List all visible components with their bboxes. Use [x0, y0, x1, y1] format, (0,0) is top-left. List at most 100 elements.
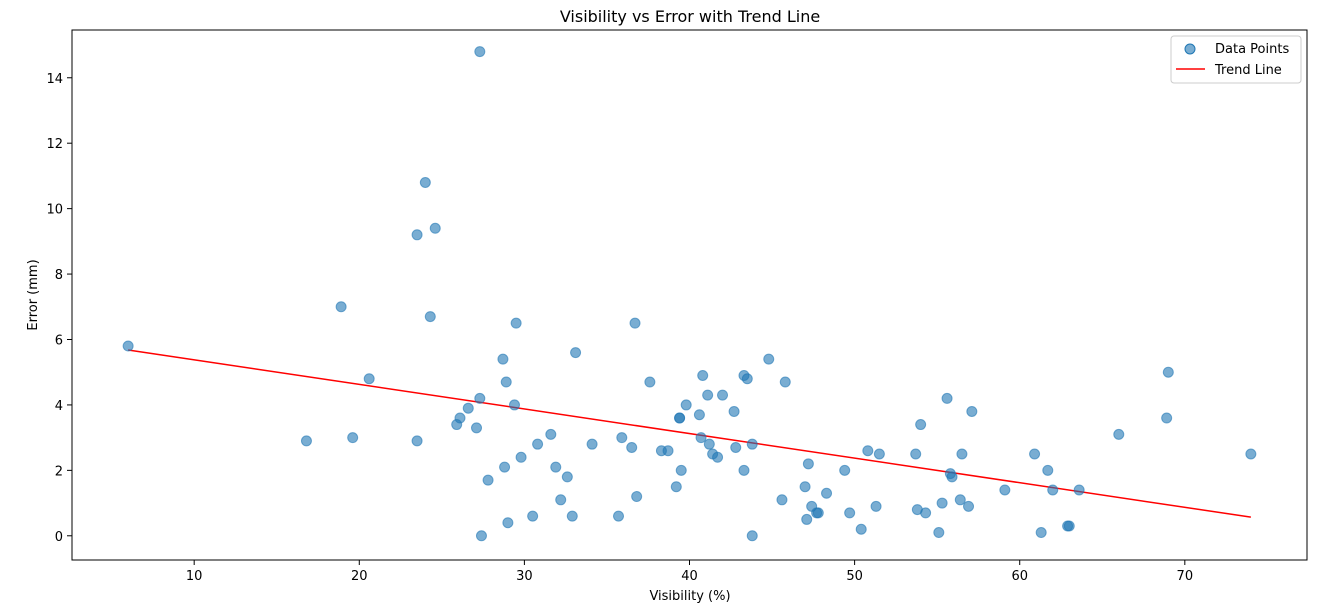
- data-point: [920, 507, 932, 519]
- y-tick-label: 14: [46, 72, 63, 87]
- data-point: [1042, 464, 1054, 476]
- data-point: [566, 510, 578, 522]
- data-point: [746, 530, 758, 542]
- legend: Data Points Trend Line: [1170, 35, 1302, 84]
- x-axis: 10 20 30 40 50 60 70: [186, 560, 1193, 584]
- data-point: [122, 340, 134, 352]
- data-point: [855, 523, 867, 535]
- y-tick-label: 8: [55, 268, 63, 283]
- data-point: [1073, 484, 1085, 496]
- data-point: [662, 445, 674, 457]
- data-point: [1047, 484, 1059, 496]
- x-tick-label: 40: [681, 569, 698, 584]
- data-point: [821, 487, 833, 499]
- legend-marker-points: [1184, 43, 1196, 55]
- data-point: [502, 517, 514, 529]
- data-point: [674, 412, 686, 424]
- data-point: [527, 510, 539, 522]
- data-point: [933, 527, 945, 539]
- data-point: [631, 491, 643, 503]
- data-point: [570, 347, 582, 359]
- data-point: [1161, 412, 1173, 424]
- chart-title: Visibility vs Error with Trend Line: [560, 7, 820, 26]
- data-point: [680, 399, 692, 411]
- x-tick-label: 70: [1177, 569, 1194, 584]
- data-point: [870, 500, 882, 512]
- data-point: [966, 405, 978, 417]
- data-point: [1035, 527, 1047, 539]
- data-point: [500, 376, 512, 388]
- data-point: [873, 448, 885, 460]
- data-point: [746, 438, 758, 450]
- data-point: [497, 353, 509, 365]
- x-tick-label: 30: [516, 569, 533, 584]
- plot-area: [72, 30, 1307, 560]
- trend-line: [128, 349, 1251, 518]
- trend-line-layer: [128, 349, 1251, 518]
- data-point: [941, 392, 953, 404]
- y-axis-label: Error (mm): [26, 259, 41, 330]
- data-point: [779, 376, 791, 388]
- data-point: [561, 471, 573, 483]
- data-point: [515, 451, 527, 463]
- legend-label-points: Data Points: [1215, 42, 1289, 57]
- data-point: [508, 399, 520, 411]
- data-point: [712, 451, 724, 463]
- data-point: [499, 461, 511, 473]
- data-point: [363, 373, 375, 385]
- data-point: [613, 510, 625, 522]
- data-point: [510, 317, 522, 329]
- data-point: [776, 494, 788, 506]
- data-point: [738, 464, 750, 476]
- data-point: [471, 422, 483, 434]
- data-point: [474, 46, 486, 58]
- data-point: [462, 402, 474, 414]
- legend-label-trend: Trend Line: [1214, 63, 1282, 78]
- data-point: [335, 301, 347, 313]
- data-point: [532, 438, 544, 450]
- data-point: [675, 464, 687, 476]
- data-point: [429, 222, 441, 234]
- data-point: [963, 500, 975, 512]
- y-tick-label: 12: [46, 137, 63, 152]
- data-point: [728, 405, 740, 417]
- data-point: [1162, 366, 1174, 378]
- x-tick-label: 50: [846, 569, 863, 584]
- data-point: [474, 392, 486, 404]
- data-point: [419, 176, 431, 188]
- data-point: [424, 311, 436, 323]
- data-point: [812, 507, 824, 519]
- data-point: [670, 481, 682, 493]
- data-point: [411, 229, 423, 241]
- x-tick-label: 60: [1011, 569, 1028, 584]
- y-tick-label: 2: [55, 464, 63, 479]
- plot-frame: [71, 29, 1308, 561]
- data-point: [999, 484, 1011, 496]
- data-point: [695, 432, 707, 444]
- data-points-layer: [122, 46, 1257, 542]
- data-point: [411, 435, 423, 447]
- data-point: [475, 530, 487, 542]
- data-point: [910, 448, 922, 460]
- data-point: [703, 438, 715, 450]
- data-point: [839, 464, 851, 476]
- data-point: [454, 412, 466, 424]
- data-point: [1029, 448, 1041, 460]
- data-point: [629, 317, 641, 329]
- y-axis: 0 2 4 6 8 10 12 14: [46, 72, 72, 545]
- data-point: [954, 494, 966, 506]
- data-point: [555, 494, 567, 506]
- data-point: [741, 373, 753, 385]
- data-point: [801, 513, 813, 525]
- data-point: [844, 507, 856, 519]
- data-point: [799, 481, 811, 493]
- y-tick-label: 0: [55, 530, 63, 545]
- data-point: [915, 419, 927, 431]
- x-tick-label: 10: [186, 569, 203, 584]
- data-point: [802, 458, 814, 470]
- data-point: [763, 353, 775, 365]
- data-point: [693, 409, 705, 421]
- data-point: [936, 497, 948, 509]
- data-point: [616, 432, 628, 444]
